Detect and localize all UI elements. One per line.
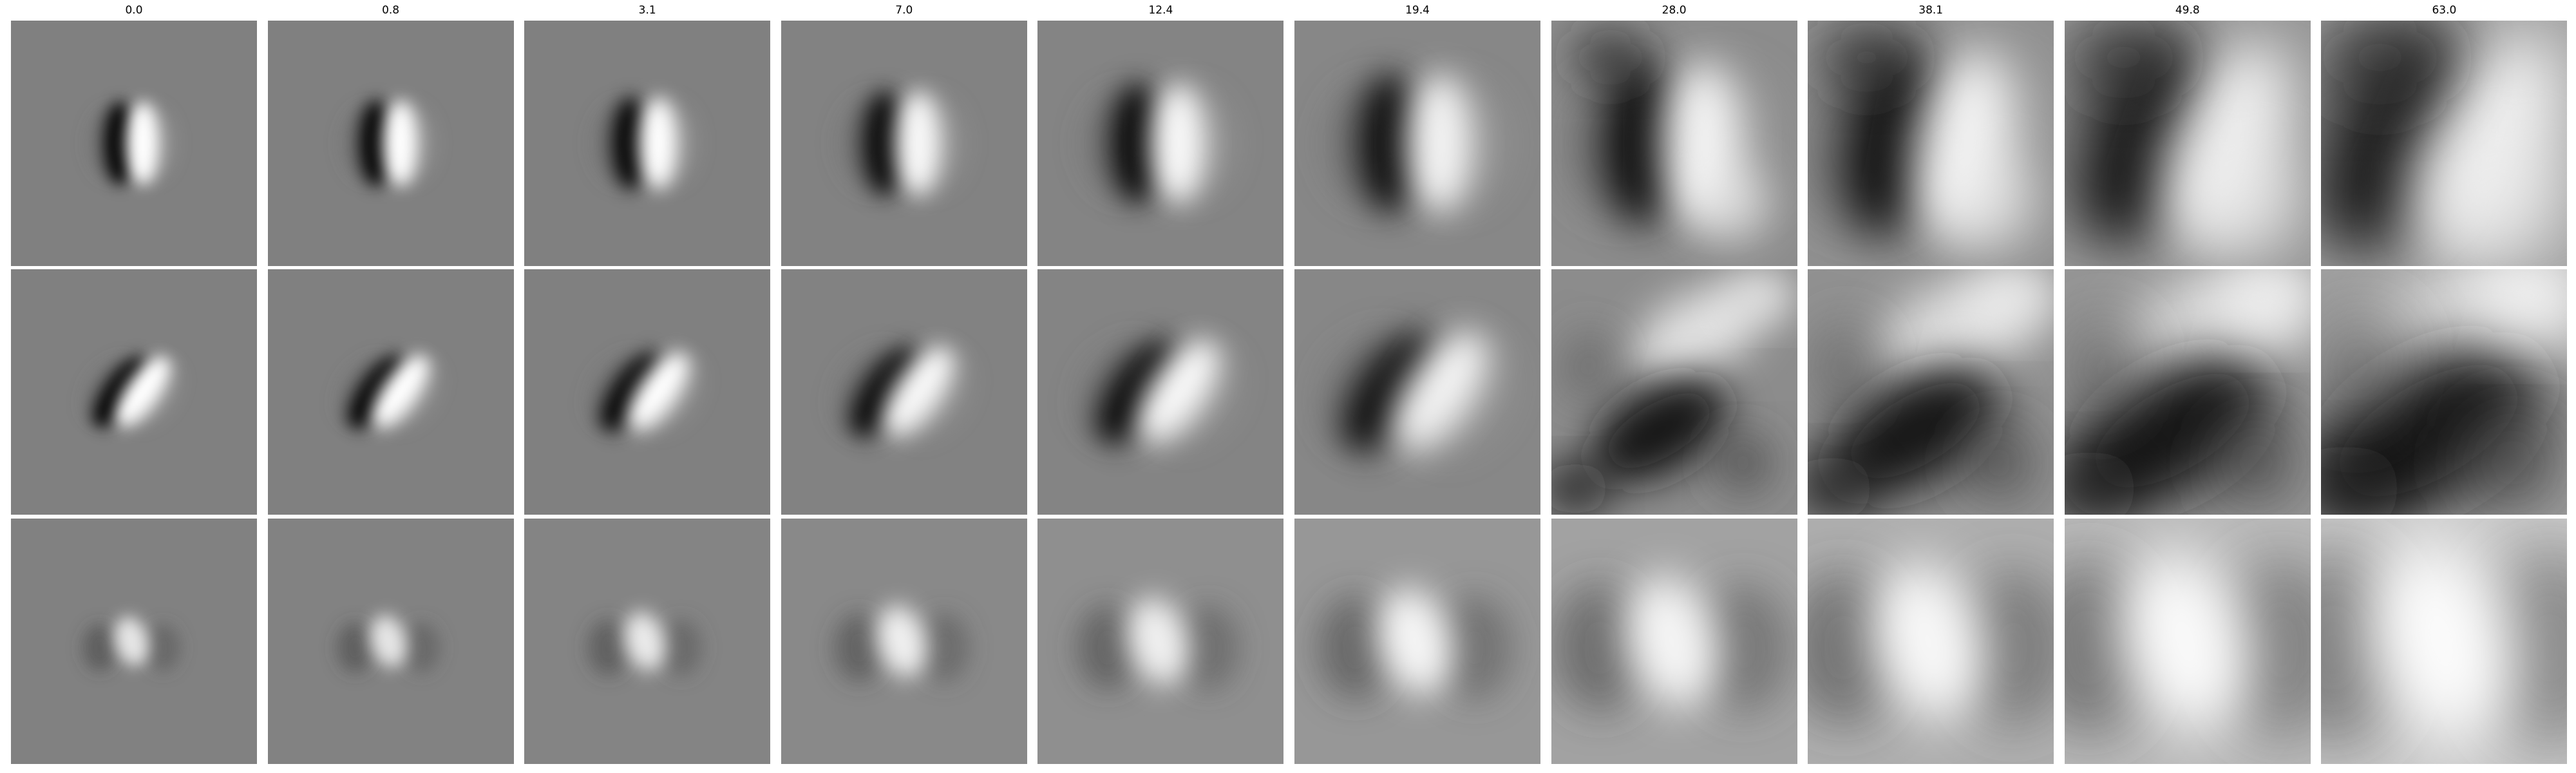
- filter-image: [1294, 269, 1540, 515]
- filter-image: [1808, 21, 2054, 266]
- filter-panel-r3-c10: [2321, 519, 2568, 764]
- filter-image: [524, 21, 771, 266]
- filter-image: [1037, 269, 1284, 515]
- filter-image: [781, 269, 1027, 515]
- filter-panel-r1-c8: [1808, 21, 2054, 266]
- filter-image: [781, 519, 1027, 764]
- filter-panel-r1-c7: [1551, 21, 1797, 266]
- column-title: 63.0: [2432, 4, 2457, 17]
- filter-image: [1808, 269, 2054, 515]
- filter-panel-r2-c3: [524, 269, 771, 515]
- filter-panel-r1-c2: [267, 21, 514, 266]
- filter-image: [2321, 269, 2568, 515]
- filter-image: [267, 21, 514, 266]
- filter-image: [267, 519, 514, 764]
- filter-image: [1551, 269, 1797, 515]
- filter-image: [524, 519, 771, 764]
- filter-image: [781, 21, 1027, 266]
- filter-image: [1551, 519, 1797, 764]
- column-title: 3.1: [638, 4, 656, 17]
- filter-panel-r2-c4: [781, 269, 1027, 515]
- filter-panel-r2-c1: [11, 269, 257, 515]
- column-title: 19.4: [1405, 4, 1430, 17]
- column-title: 12.4: [1148, 4, 1173, 17]
- filter-image: [524, 269, 771, 515]
- filter-image: [1037, 21, 1284, 266]
- filter-image: [2064, 519, 2311, 764]
- filter-panel-r2-c6: [1294, 269, 1540, 515]
- filter-panel-r2-c7: [1551, 269, 1797, 515]
- filter-image: [1808, 519, 2054, 764]
- filter-panel-r3-c8: [1808, 519, 2054, 764]
- filter-panel-r2-c2: [267, 269, 514, 515]
- filter-panel-r1-c4: [781, 21, 1027, 266]
- filter-panel-r3-c5: [1037, 519, 1284, 764]
- column-title: 7.0: [895, 4, 913, 17]
- filter-panel-r2-c8: [1808, 269, 2054, 515]
- filter-panel-r2-c5: [1037, 269, 1284, 515]
- filter-panel-r1-c10: [2321, 21, 2568, 266]
- column-title: 0.0: [125, 4, 143, 17]
- column-title: 0.8: [382, 4, 400, 17]
- filter-panel-r3-c4: [781, 519, 1027, 764]
- column-title: 28.0: [1662, 4, 1687, 17]
- filter-panel-r1-c3: [524, 21, 771, 266]
- filter-panel-r1-c1: [11, 21, 257, 266]
- filter-image: [11, 519, 257, 764]
- filter-panel-r3-c3: [524, 519, 771, 764]
- filter-panel-r1-c5: [1037, 21, 1284, 266]
- filter-image: [2064, 269, 2311, 515]
- filter-image: [267, 269, 514, 515]
- filter-panel-r1-c6: [1294, 21, 1540, 266]
- filter-image: [2321, 519, 2568, 764]
- filter-panel-r3-c6: [1294, 519, 1540, 764]
- filter-image: [2064, 21, 2311, 266]
- filter-panel-r3-c1: [11, 519, 257, 764]
- filter-panel-r3-c2: [267, 519, 514, 764]
- filter-panel-r3-c9: [2064, 519, 2311, 764]
- filter-panel-r2-c9: [2064, 269, 2311, 515]
- filter-panel-r2-c10: [2321, 269, 2568, 515]
- filter-image: [1037, 519, 1284, 764]
- filter-image: [1551, 21, 1797, 266]
- filter-panel-r1-c9: [2064, 21, 2311, 266]
- filter-image: [1294, 21, 1540, 266]
- filter-image: [1294, 519, 1540, 764]
- filter-image: [11, 21, 257, 266]
- column-title: 49.8: [2175, 4, 2200, 17]
- filter-image: [11, 269, 257, 515]
- filter-image: [2321, 21, 2568, 266]
- filter-panel-r3-c7: [1551, 519, 1797, 764]
- column-title: 38.1: [1918, 4, 1944, 17]
